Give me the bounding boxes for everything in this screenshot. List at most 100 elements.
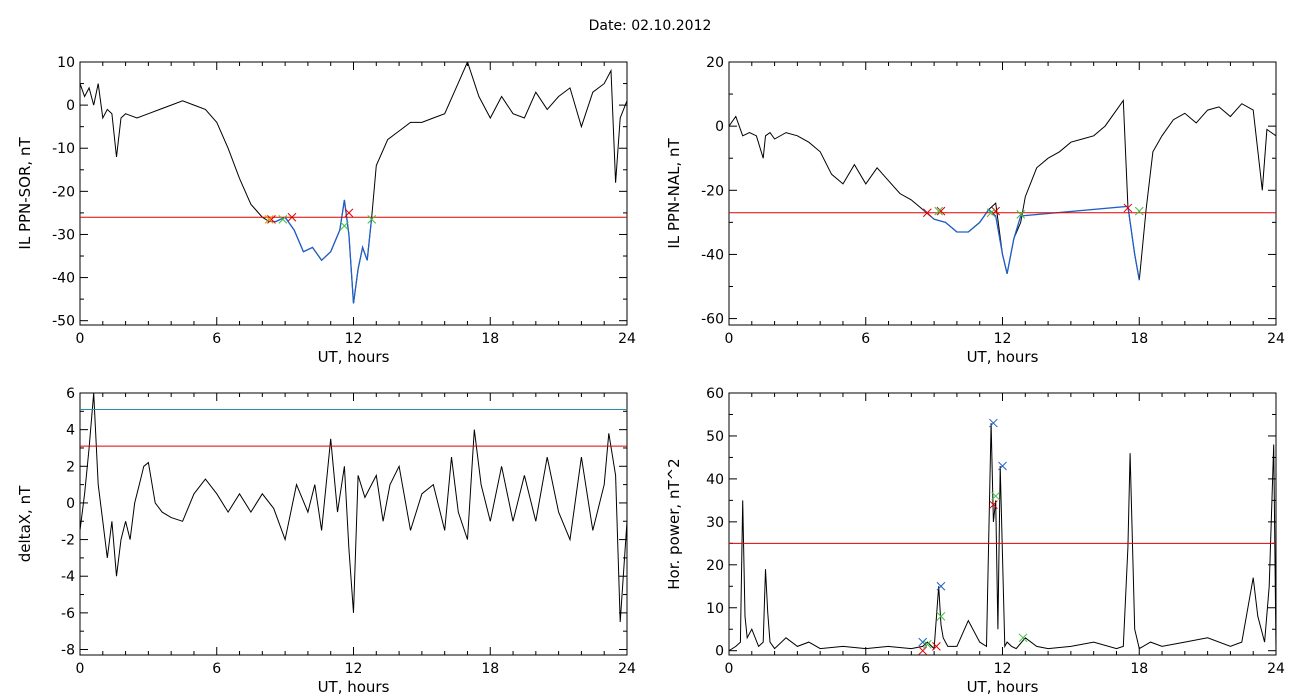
x-tick-label: 12 [345, 661, 363, 677]
x-marker [278, 215, 288, 224]
chart-p2: 0 6 12 18 24 20 0 -20 -40 -60 UT, hours IL PPN-NAL,… [665, 55, 1285, 366]
y-tick-label: 20 [706, 55, 724, 71]
x-marker [1018, 633, 1028, 643]
x-tick-label: 0 [725, 331, 734, 347]
y-axis-label: IL PPN-SOR, nT [16, 137, 34, 250]
y-tick-label: -20 [52, 184, 75, 200]
x-marker-stroke [1016, 209, 1026, 219]
y-tick-label: 4 [66, 423, 75, 439]
x-marker-stroke [989, 500, 998, 510]
plot-frame [728, 61, 1277, 326]
y-tick-label: -30 [52, 227, 75, 243]
x-tick-label: 6 [212, 661, 221, 677]
y-tick-label: -40 [701, 247, 724, 263]
x-tick-label: 18 [1130, 331, 1148, 347]
x-tick-label: 18 [1130, 661, 1148, 677]
y-tick-label: 0 [66, 496, 75, 512]
x-marker [986, 208, 996, 218]
x-marker [267, 215, 276, 224]
plot-frame [728, 392, 1277, 656]
x-marker-stroke [991, 206, 1001, 216]
x-marker [340, 221, 349, 231]
y-tick-label: 40 [706, 472, 724, 488]
x-marker-stroke [918, 646, 928, 655]
x-marker-stroke [986, 208, 996, 218]
x-marker-stroke [1134, 206, 1144, 216]
y-tick-label: -20 [701, 183, 724, 199]
x-marker-stroke [267, 215, 276, 224]
x-marker-stroke [1123, 203, 1133, 213]
x-marker-stroke [367, 215, 377, 224]
y-tick-label: 0 [66, 98, 75, 114]
x-marker-stroke [998, 461, 1007, 471]
chart-p4: 0 6 12 18 24 60 50 40 30 20 10 0 UT, hours Hor. power… [665, 386, 1285, 696]
x-marker-stroke [922, 208, 932, 218]
series-line [80, 62, 627, 304]
x-tick-label: 0 [725, 661, 734, 677]
series-line [269, 199, 373, 304]
series-line [80, 393, 627, 623]
y-axis-label: IL PPN-NAL, nT [665, 138, 683, 249]
y-tick-label: 60 [706, 386, 724, 402]
x-marker-stroke [932, 642, 941, 651]
x-marker-stroke [989, 418, 998, 428]
y-tick-label: 0 [715, 644, 724, 660]
x-marker-stroke [1018, 633, 1028, 643]
x-marker [918, 646, 928, 655]
x-marker [287, 212, 297, 222]
x-marker-stroke [918, 637, 928, 647]
x-tick-label: 12 [994, 331, 1012, 347]
series-line [922, 205, 1140, 281]
y-tick-label: 6 [66, 386, 75, 402]
plot-frame [79, 392, 628, 656]
x-axis-label: UT, hours [318, 678, 390, 696]
y-tick-label: -6 [61, 606, 75, 622]
x-marker [991, 491, 1001, 501]
x-tick-label: 6 [212, 331, 221, 347]
y-tick-label: -60 [701, 312, 724, 328]
y-tick-label: 10 [57, 55, 75, 71]
y-tick-label: -2 [61, 533, 75, 549]
x-marker [1016, 209, 1026, 219]
x-marker [922, 639, 932, 649]
chart-p1: 0 6 12 18 24 10 0 -10 -20 -30 -40 -50 UT, hours IL PP… [16, 55, 636, 366]
y-tick-label: 50 [706, 429, 724, 445]
x-tick-label: 24 [618, 661, 636, 677]
y-tick-label: -40 [52, 271, 75, 287]
x-tick-label: 24 [618, 331, 636, 347]
plot-area [80, 393, 627, 623]
x-marker [922, 208, 932, 218]
x-tick-label: 18 [481, 661, 499, 677]
plot-area [729, 418, 1276, 655]
x-marker-stroke [340, 221, 349, 231]
x-marker [936, 611, 946, 621]
y-tick-label: -10 [52, 141, 75, 157]
x-marker [991, 206, 1001, 216]
x-marker [1134, 206, 1144, 216]
y-tick-label: -4 [61, 569, 75, 585]
x-marker-stroke [936, 206, 946, 216]
x-tick-label: 18 [481, 331, 499, 347]
x-tick-label: 24 [1267, 661, 1285, 677]
x-tick-label: 24 [1267, 331, 1285, 347]
x-tick-label: 0 [76, 661, 85, 677]
x-marker [264, 215, 274, 224]
x-tick-label: 12 [345, 331, 363, 347]
x-marker [1123, 203, 1133, 213]
y-tick-label: -50 [52, 314, 75, 330]
y-tick-label: -8 [61, 643, 75, 659]
x-marker [932, 642, 941, 651]
x-tick-label: 6 [861, 331, 870, 347]
x-marker-stroke [264, 215, 274, 224]
page-title: Date: 02.10.2012 [588, 18, 712, 34]
x-marker-stroke [936, 581, 946, 591]
x-marker-stroke [934, 206, 944, 216]
y-tick-label: 20 [706, 558, 724, 574]
x-marker [998, 461, 1007, 471]
x-marker [918, 637, 928, 647]
x-axis-label: UT, hours [967, 678, 1039, 696]
x-marker [989, 418, 998, 428]
y-tick-label: 30 [706, 515, 724, 531]
chart-p3: 0 6 12 18 24 6 4 2 0 -2 -4 -6 -8 UT, hours deltaX, nT [16, 386, 636, 696]
